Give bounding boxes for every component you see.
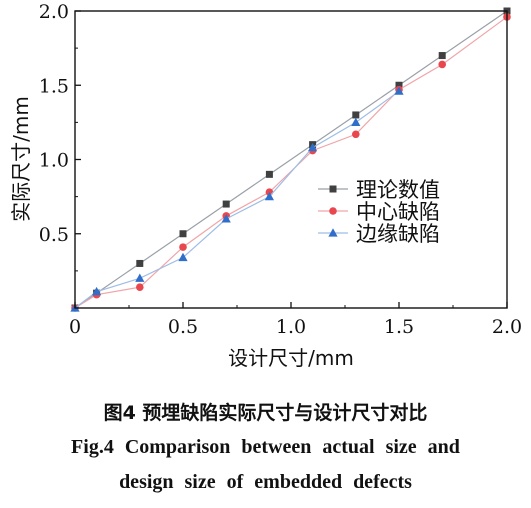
legend-label: 中心缺陷 <box>356 200 440 224</box>
chart: 0 0.5 1.0 1.5 2.0 0.5 1.0 1.5 2.0 设计尺寸/mm 实际尺寸/m… <box>9 1 522 370</box>
data-point <box>438 60 447 69</box>
figure-caption-english-line1: Fig.4 Comparison between actual size and <box>71 436 460 458</box>
data-point <box>178 252 188 262</box>
axes: 0 0.5 1.0 1.5 2.0 0.5 1.0 1.5 2.0 <box>39 1 522 338</box>
figure-caption-chinese: 图4 预埋缺陷实际尺寸与设计尺寸对比 <box>103 402 428 424</box>
legend-item: 中心缺陷 <box>318 200 440 224</box>
data-point <box>136 259 144 267</box>
legend-marker <box>328 228 338 237</box>
data-point <box>438 52 446 60</box>
x-tick-label: 0.5 <box>168 316 198 338</box>
legend-label: 理论数值 <box>356 178 440 202</box>
data-point <box>179 243 187 251</box>
data-point <box>351 117 361 126</box>
figure-caption-english-line2: design size of embedded defects <box>119 471 412 493</box>
x-tick-label: 0 <box>69 316 81 338</box>
y-tick-label: 1.0 <box>39 150 69 172</box>
legend-marker <box>329 207 337 215</box>
y-axis-label: 实际尺寸/mm <box>9 96 33 222</box>
data-point <box>92 286 102 296</box>
data-point <box>265 170 273 178</box>
x-axis-label: 设计尺寸/mm <box>228 346 354 370</box>
series-triangle <box>70 86 404 312</box>
data-point <box>394 86 404 95</box>
x-tick-label: 2.0 <box>492 316 522 338</box>
data-point <box>395 81 403 89</box>
data-point <box>135 273 145 282</box>
plot-area <box>70 7 511 312</box>
legend-item: 边缘缺陷 <box>318 222 440 246</box>
series-line <box>74 90 400 309</box>
legend-label: 边缘缺陷 <box>356 222 440 246</box>
y-tick-label: 1.5 <box>39 75 69 97</box>
data-point <box>352 130 360 139</box>
data-point <box>352 111 360 119</box>
data-point <box>222 200 230 208</box>
data-point <box>221 214 231 223</box>
data-point <box>264 191 274 201</box>
legend-marker <box>329 185 337 193</box>
legend-item: 理论数值 <box>318 178 440 202</box>
y-tick-label: 0.5 <box>39 224 69 246</box>
data-point <box>136 283 144 292</box>
y-tick-label: 2.0 <box>39 1 69 23</box>
x-tick-label: 1.0 <box>276 316 306 338</box>
x-tick-label: 1.5 <box>384 316 414 338</box>
series-square <box>71 7 511 312</box>
data-point <box>308 142 318 152</box>
data-point <box>179 230 187 238</box>
